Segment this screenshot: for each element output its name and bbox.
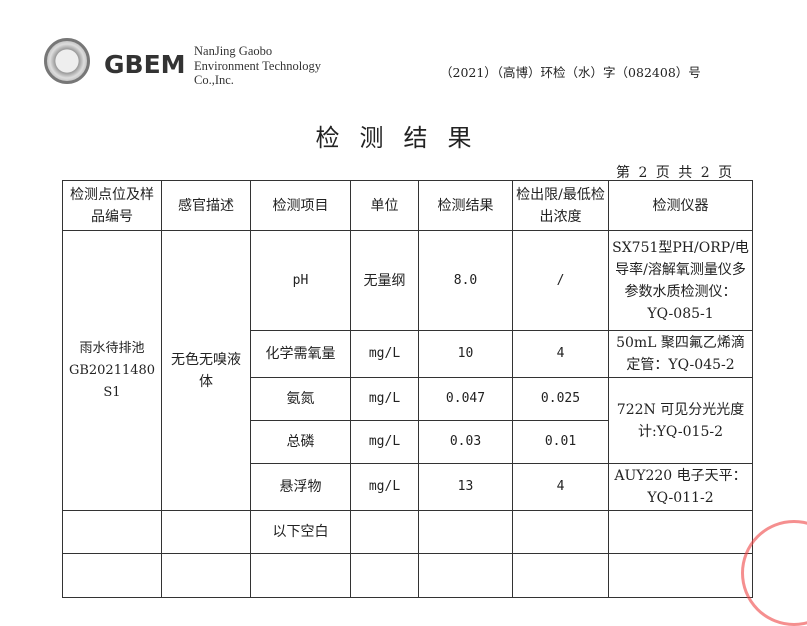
result-cell: 0.047 bbox=[418, 377, 513, 421]
company-seal-logo bbox=[44, 38, 90, 84]
column-header: 检测点位及样品编号 bbox=[62, 180, 162, 231]
item-cell: 氨氮 bbox=[250, 377, 351, 421]
unit-cell: mg/L bbox=[350, 330, 419, 378]
empty-cell bbox=[418, 553, 513, 598]
sensory-cell: 无色无嗅液体 bbox=[161, 230, 251, 511]
empty-cell bbox=[512, 553, 609, 598]
limit-cell: 0.025 bbox=[512, 377, 609, 421]
limit-cell: 0.01 bbox=[512, 420, 609, 464]
result-cell: 8.0 bbox=[418, 230, 513, 331]
location-cell: 雨水待排池 GB20211480 S1 bbox=[62, 230, 162, 511]
empty-cell bbox=[608, 510, 753, 554]
company-line: Environment Technology bbox=[194, 58, 321, 73]
page-title: 检测结果 bbox=[315, 124, 492, 152]
column-header: 感官描述 bbox=[161, 180, 251, 231]
item-cell: 悬浮物 bbox=[250, 463, 351, 511]
empty-cell bbox=[161, 510, 251, 554]
instrument-cell: AUY220 电子天平：YQ-011-2 bbox=[608, 463, 753, 511]
unit-cell: mg/L bbox=[350, 377, 419, 421]
instrument-cell: 722N 可见分光光度计:YQ-015-2 bbox=[608, 377, 753, 464]
unit-cell: mg/L bbox=[350, 420, 419, 464]
column-header: 单位 bbox=[350, 180, 419, 231]
table-row bbox=[62, 553, 753, 598]
unit-cell: 无量纲 bbox=[350, 230, 419, 331]
item-cell: 总磷 bbox=[250, 420, 351, 464]
table-row: 以下空白 bbox=[62, 510, 753, 554]
table-row: 雨水待排池 GB20211480 S1 无色无嗅液体 pH 无量纲 8.0 / … bbox=[62, 230, 753, 511]
instrument-cell: SX751型PH/ORP/电导率/溶解氧测量仪多参数水质检测仪：YQ-085-1 bbox=[608, 230, 753, 331]
empty-cell bbox=[418, 510, 513, 554]
empty-cell bbox=[62, 510, 162, 554]
table-header-row: 检测点位及样品编号 感官描述 检测项目 单位 检测结果 检出限/最低检出浓度 检… bbox=[62, 180, 753, 231]
empty-cell bbox=[62, 553, 162, 598]
result-cell: 10 bbox=[418, 330, 513, 378]
blank-note: 以下空白 bbox=[250, 510, 351, 554]
item-cell: 化学需氧量 bbox=[250, 330, 351, 378]
column-header: 检测结果 bbox=[418, 180, 513, 231]
instrument-cell: 50mL 聚四氟乙烯滴定管：YQ-045-2 bbox=[608, 330, 753, 378]
company-name: NanJing Gaobo Environment Technology Co.… bbox=[194, 44, 321, 88]
empty-cell bbox=[350, 553, 419, 598]
table-row: 悬浮物 mg/L 13 4 AUY220 电子天平：YQ-011-2 bbox=[63, 463, 753, 511]
column-header: 检出限/最低检出浓度 bbox=[512, 180, 609, 231]
results-table: 检测点位及样品编号 感官描述 检测项目 单位 检测结果 检出限/最低检出浓度 检… bbox=[62, 180, 753, 598]
table-row: 氨氮 mg/L 0.047 0.025 722N 可见分光光度计:YQ-015-… bbox=[63, 377, 753, 464]
document-number: （2021）（高博）环检（水）字（082408）号 bbox=[440, 65, 701, 80]
unit-cell: mg/L bbox=[350, 463, 419, 511]
empty-cell bbox=[512, 510, 609, 554]
table-row: 总磷 mg/L 0.03 0.01 bbox=[63, 420, 753, 464]
item-cell: pH bbox=[250, 230, 351, 331]
table-row: 化学需氧量 mg/L 10 4 50mL 聚四氟乙烯滴定管：YQ-045-2 bbox=[63, 330, 753, 378]
empty-cell bbox=[608, 553, 753, 598]
logo-text: GBEM bbox=[104, 50, 186, 79]
limit-cell: / bbox=[512, 230, 609, 331]
result-cell: 13 bbox=[418, 463, 513, 511]
column-header: 检测项目 bbox=[250, 180, 351, 231]
empty-cell bbox=[350, 510, 419, 554]
limit-cell: 4 bbox=[512, 330, 609, 378]
company-line: NanJing Gaobo bbox=[194, 44, 273, 58]
empty-cell bbox=[250, 553, 351, 598]
result-cell: 0.03 bbox=[418, 420, 513, 464]
page-info: 第 2 页 共 2 页 bbox=[616, 165, 735, 181]
limit-cell: 4 bbox=[512, 463, 609, 511]
company-line: Co.,Inc. bbox=[194, 73, 234, 87]
column-header: 检测仪器 bbox=[608, 180, 753, 231]
empty-cell bbox=[161, 553, 251, 598]
